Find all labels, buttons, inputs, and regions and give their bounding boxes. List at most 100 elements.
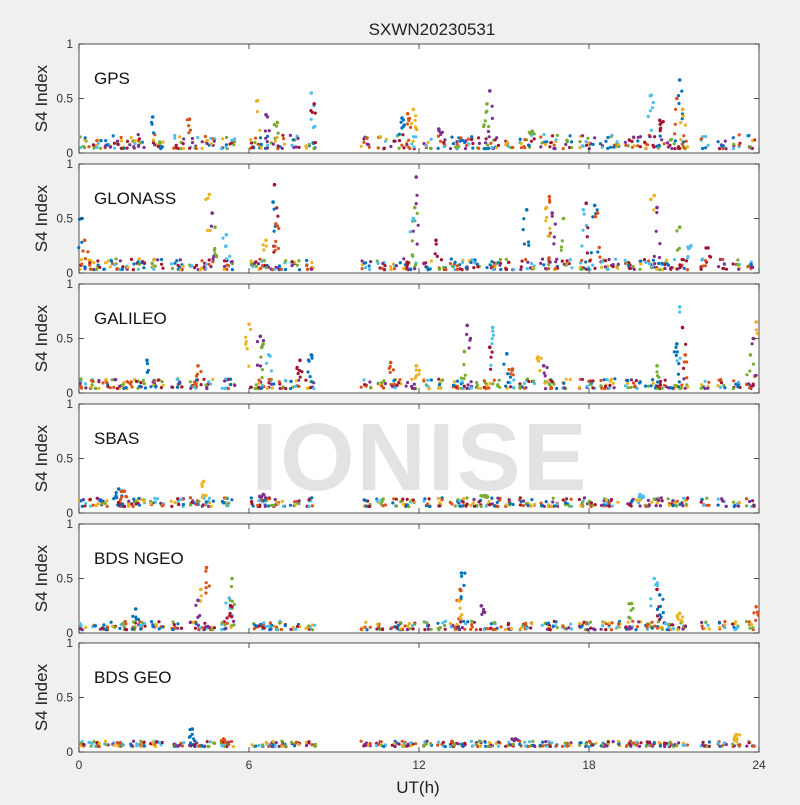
spike-trail-point bbox=[414, 368, 418, 372]
data-point bbox=[138, 624, 142, 628]
data-point bbox=[115, 741, 119, 745]
spike-trail-point bbox=[553, 222, 557, 226]
data-point bbox=[251, 265, 255, 269]
data-point bbox=[230, 138, 234, 142]
data-point bbox=[251, 145, 255, 149]
data-point bbox=[452, 380, 456, 384]
data-point bbox=[212, 139, 216, 143]
spike-trail-point bbox=[522, 217, 526, 221]
data-point bbox=[639, 259, 643, 263]
spike-trail-point bbox=[550, 214, 554, 218]
data-point bbox=[542, 504, 546, 508]
spike-point bbox=[547, 194, 552, 199]
data-point bbox=[140, 621, 144, 625]
spike-trail-point bbox=[224, 601, 228, 605]
data-point bbox=[655, 267, 659, 271]
spike-trail-point bbox=[542, 371, 546, 375]
data-point bbox=[737, 133, 741, 137]
data-point bbox=[599, 627, 603, 631]
data-point bbox=[273, 497, 277, 502]
data-point bbox=[389, 268, 393, 272]
data-point bbox=[490, 145, 494, 150]
spike-trail-point bbox=[258, 495, 262, 499]
data-point bbox=[283, 744, 287, 748]
data-point bbox=[723, 623, 727, 627]
spike-trail-point bbox=[391, 368, 395, 372]
data-point bbox=[268, 621, 272, 625]
spike-point bbox=[204, 565, 209, 570]
data-point bbox=[610, 621, 614, 625]
data-point bbox=[523, 138, 527, 142]
data-point bbox=[546, 621, 551, 625]
data-point bbox=[581, 134, 585, 138]
data-point bbox=[460, 742, 464, 746]
panel-label: BDS NGEO bbox=[94, 549, 184, 568]
data-point bbox=[422, 499, 426, 503]
data-point bbox=[547, 262, 551, 267]
spike-point bbox=[411, 107, 416, 112]
y-tick-label: 0 bbox=[66, 266, 73, 280]
y-axis-label: S4 Index bbox=[32, 304, 51, 372]
data-point bbox=[471, 744, 475, 748]
data-point bbox=[375, 499, 379, 503]
data-point bbox=[381, 497, 385, 501]
data-point bbox=[493, 627, 497, 631]
data-point bbox=[723, 619, 727, 624]
data-point bbox=[634, 628, 638, 632]
spike-trail-point bbox=[411, 254, 415, 258]
data-point bbox=[224, 496, 228, 500]
data-point bbox=[671, 623, 675, 627]
spike-trail-point bbox=[657, 375, 661, 379]
data-point bbox=[521, 504, 526, 508]
data-point bbox=[151, 138, 155, 142]
data-point bbox=[274, 741, 278, 745]
data-point bbox=[250, 743, 254, 747]
data-point bbox=[428, 267, 432, 271]
data-point bbox=[600, 145, 604, 149]
data-point bbox=[731, 622, 735, 626]
data-point bbox=[293, 500, 297, 504]
spike-trail-point bbox=[405, 122, 409, 126]
data-point bbox=[427, 497, 431, 501]
data-point bbox=[153, 496, 157, 500]
data-point bbox=[113, 263, 117, 267]
data-point bbox=[489, 626, 493, 630]
data-point bbox=[397, 146, 401, 150]
data-point bbox=[250, 502, 254, 506]
data-point bbox=[723, 139, 727, 143]
data-point bbox=[84, 501, 88, 506]
spike-trail-point bbox=[245, 347, 249, 351]
spike-point bbox=[210, 211, 214, 215]
data-point bbox=[704, 620, 708, 624]
data-point bbox=[546, 379, 550, 383]
data-point bbox=[143, 386, 148, 390]
data-point bbox=[750, 504, 754, 509]
data-point bbox=[492, 504, 497, 508]
data-point bbox=[451, 383, 456, 387]
data-point bbox=[364, 743, 368, 747]
data-point bbox=[376, 146, 380, 150]
data-point bbox=[177, 381, 181, 385]
data-point bbox=[656, 380, 660, 384]
data-point bbox=[173, 625, 177, 630]
data-point bbox=[392, 139, 396, 143]
data-point bbox=[228, 383, 232, 387]
data-point bbox=[460, 268, 464, 272]
data-point bbox=[364, 620, 368, 624]
spike-trail-point bbox=[274, 239, 278, 243]
data-point bbox=[195, 263, 199, 267]
spike-trail-point bbox=[521, 228, 525, 232]
data-point bbox=[634, 498, 638, 502]
data-point bbox=[90, 383, 94, 387]
data-point bbox=[259, 146, 263, 150]
data-point bbox=[683, 499, 688, 503]
data-point bbox=[305, 264, 309, 268]
data-point bbox=[139, 141, 143, 145]
data-point bbox=[541, 744, 545, 748]
data-point bbox=[671, 504, 675, 508]
data-point bbox=[99, 139, 103, 143]
spike-trail-point bbox=[86, 250, 90, 254]
spike-point bbox=[462, 349, 467, 354]
data-point bbox=[519, 267, 523, 272]
data-point bbox=[137, 503, 141, 507]
